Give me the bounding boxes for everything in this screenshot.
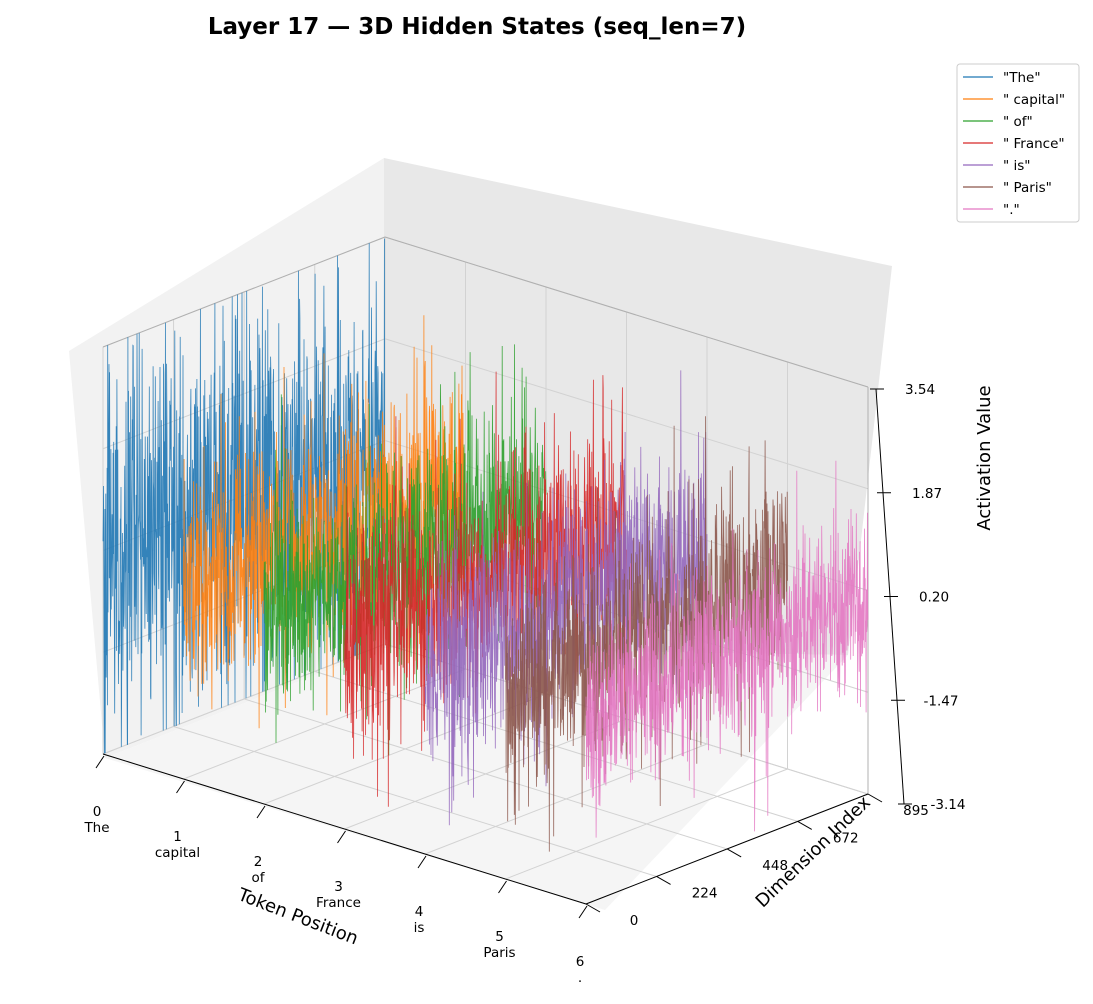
y-tick-mark [867,793,883,803]
y-axis-label: Dimension Index [752,792,875,912]
axis-ticks: 0The1capital2of3France4is5Paris6.0224448… [83,382,965,986]
x-tick-label: 1 [173,829,182,845]
y-tick-mark [797,820,812,830]
x-tick-token-label: The [83,820,109,836]
series-line [424,370,708,826]
chart-title: Layer 17 — 3D Hidden States (seq_len=7) [208,14,746,40]
x-tick-mark [417,855,427,869]
x-tick-label: 5 [495,929,504,945]
z-grid-back [384,338,869,490]
y-tick-label: 672 [833,830,859,846]
legend-label: " Paris" [1003,180,1052,196]
z-axis-label: Activation Value [974,385,995,530]
x-tick-mark [256,805,266,819]
y-tick-mark [585,903,601,913]
y-grid-floor [173,725,657,877]
x-axis-line [102,753,587,905]
legend-label: " is" [1003,158,1031,174]
x-tick-mark [578,905,588,919]
x-tick-mark [337,830,346,844]
x-tick-mark [498,880,507,894]
z-tick-label: 1.87 [912,486,942,502]
x-tick-label: 4 [415,904,424,920]
x-tick-label: 0 [93,804,102,820]
legend-label: " of" [1003,114,1033,130]
x-tick-token-label: capital [155,845,200,861]
y-tick-label: 448 [762,858,788,874]
y-tick-label: 895 [903,803,929,819]
x-tick-token-label: Paris [483,945,515,961]
legend: "The" " capital" " of" " France" " is" " Pari… [956,63,1080,223]
series-line [585,460,869,838]
legend-label: " capital" [1003,92,1065,108]
legend-label: " France" [1003,136,1065,152]
z-tick-label: -3.14 [931,797,966,813]
series-line [344,371,627,807]
legend-box [956,63,1080,223]
series-lines [102,238,869,852]
x-tick-mark [176,780,185,794]
z-tick-label: -1.47 [924,693,959,709]
y-tick-mark [726,848,742,858]
y-tick-mark [656,876,671,885]
y-axis-line [585,793,869,905]
y-grid-floor [244,698,728,850]
edge-back-top [384,236,869,388]
back-pane [384,158,892,655]
y-grid-floor [314,670,798,822]
x-tick-label: 2 [254,854,263,870]
legend-label: "The" [1003,70,1041,86]
z-tick-label: 0.20 [919,590,949,606]
x-tick-token-label: . [578,970,582,986]
z-grid-left [102,643,386,755]
z-tick-label: 3.54 [905,382,935,398]
x-tick-mark [95,755,105,769]
edge-left-top [102,236,386,348]
series-line [183,315,466,729]
x-tick-label: 3 [334,879,343,895]
y-tick-label: 0 [630,913,639,929]
x-tick-token-label: France [316,895,361,911]
legend-label: "." [1003,202,1020,218]
x-tick-label: 6 [576,954,585,970]
x-tick-token-label: of [251,870,265,886]
x-tick-token-label: is [414,920,425,936]
y-tick-label: 224 [692,885,718,901]
